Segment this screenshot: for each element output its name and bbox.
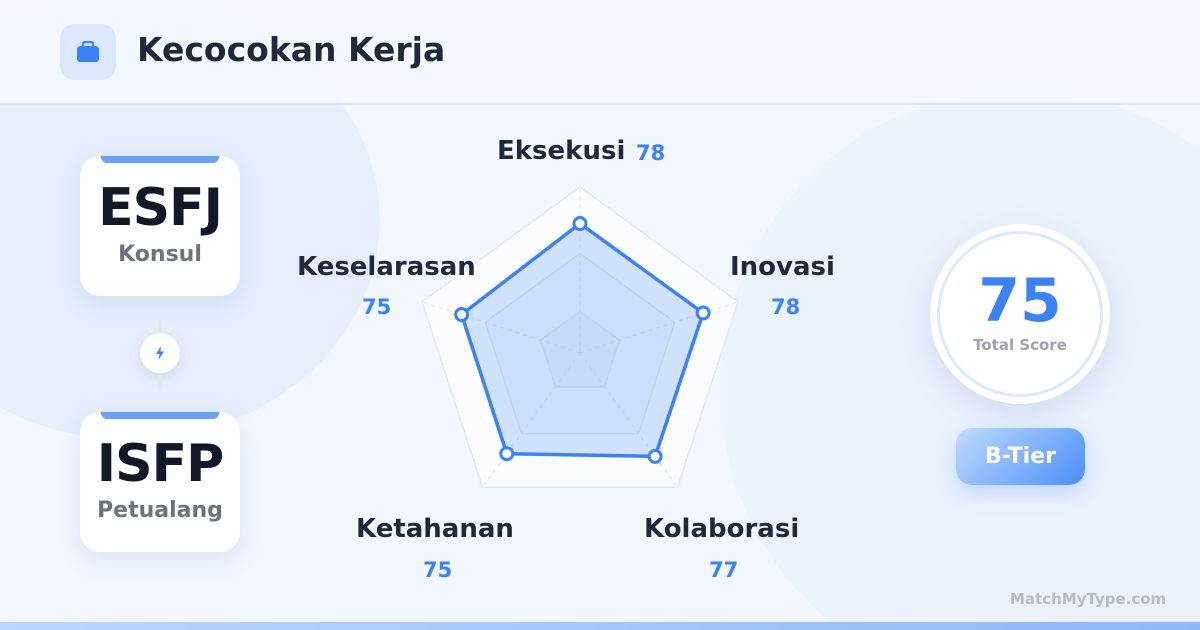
data-area <box>459 221 705 459</box>
type-code: ISFP <box>96 434 224 494</box>
grid-spoke <box>421 301 581 354</box>
tier-badge: B-Tier <box>956 428 1085 485</box>
page-title: Kecocokan Kerja <box>137 30 446 69</box>
header: Kecocokan Kerja <box>0 0 1200 105</box>
axis-value: 75 <box>362 295 392 319</box>
data-point <box>499 446 515 462</box>
score-value: 75 <box>978 266 1062 336</box>
data-point <box>695 305 711 321</box>
score-ring <box>937 231 1103 397</box>
axis-label: Inovasi <box>730 252 835 282</box>
axis-label: Keselarasan <box>297 252 476 282</box>
total-score-badge: 75 Total Score <box>930 224 1110 404</box>
data-point <box>454 307 470 323</box>
type-card-1: ESFJ Konsul <box>80 156 240 296</box>
axis-value: 77 <box>709 558 739 582</box>
axis-value: 75 <box>423 558 453 582</box>
card-accent <box>101 412 219 419</box>
type-code: ESFJ <box>98 178 223 238</box>
axis-value: 78 <box>636 141 666 165</box>
brand-watermark: MatchMyType.com <box>1010 590 1167 608</box>
score-caption: Total Score <box>973 336 1067 354</box>
data-point <box>572 216 588 232</box>
briefcase-icon <box>60 24 116 80</box>
type-name: Konsul <box>118 242 202 267</box>
lightning-icon <box>140 333 180 373</box>
grid-spoke <box>579 352 678 488</box>
data-point <box>647 448 663 464</box>
axis-label: Kolaborasi <box>644 514 800 544</box>
bottom-bar <box>0 622 1200 630</box>
grid-spoke <box>482 352 581 488</box>
axis-label: Ketahanan <box>356 514 514 544</box>
divider <box>159 374 161 388</box>
card-accent <box>101 156 219 163</box>
divider <box>159 320 161 334</box>
type-name: Petualang <box>97 498 223 523</box>
axis-value: 78 <box>771 295 801 319</box>
grid-spoke <box>579 301 739 354</box>
axis-label: Eksekusi <box>497 136 626 166</box>
type-card-2: ISFP Petualang <box>80 412 240 552</box>
